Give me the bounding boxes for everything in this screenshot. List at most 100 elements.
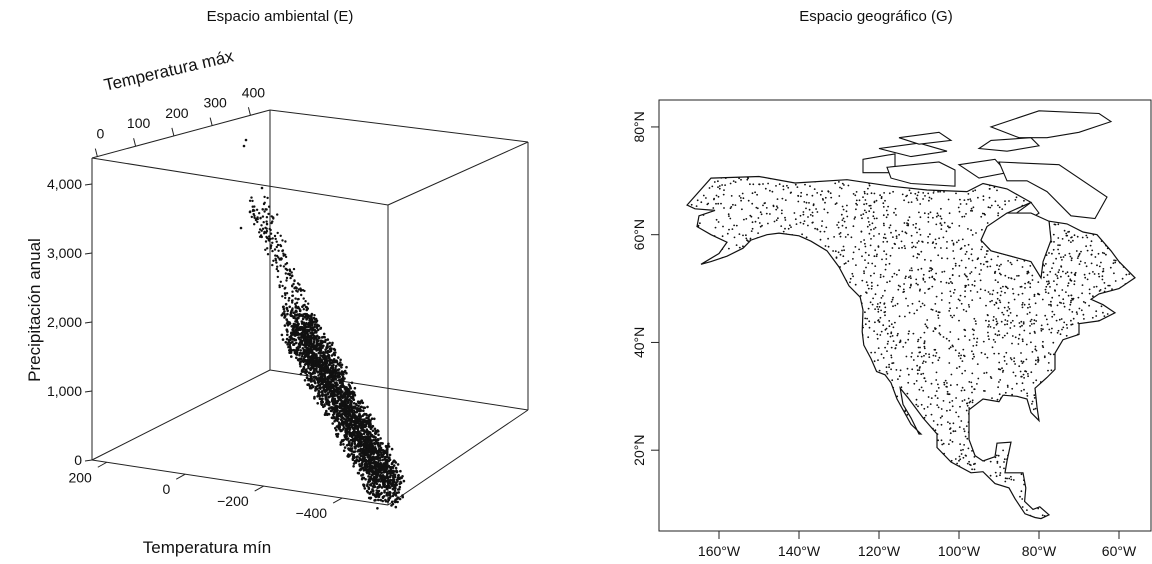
data-point — [721, 235, 724, 238]
data-point — [1040, 454, 1043, 456]
data-point — [762, 326, 764, 329]
data-point — [378, 456, 382, 460]
data-point — [331, 384, 334, 387]
data-point — [1054, 149, 1056, 151]
data-point — [305, 373, 309, 377]
data-point — [299, 326, 302, 329]
data-point — [305, 376, 309, 380]
data-point — [812, 138, 814, 140]
data-point — [822, 416, 824, 419]
data-point — [943, 473, 946, 476]
data-point — [1044, 436, 1047, 439]
data-point — [274, 254, 277, 257]
data-point — [353, 450, 357, 453]
data-point — [935, 507, 937, 510]
data-point — [1121, 277, 1124, 280]
data-point — [940, 207, 942, 210]
data-point — [742, 306, 744, 309]
data-point — [329, 372, 332, 376]
data-point — [696, 273, 699, 276]
data-point — [335, 404, 339, 408]
data-point — [242, 144, 246, 148]
data-point — [1061, 328, 1063, 331]
data-point — [1097, 526, 1099, 528]
data-point — [706, 412, 709, 415]
data-point — [1064, 484, 1067, 487]
data-point — [1015, 525, 1017, 527]
data-point — [884, 386, 887, 389]
data-point — [786, 138, 788, 140]
data-point — [803, 173, 805, 175]
data-point — [820, 519, 822, 521]
data-point — [755, 488, 757, 490]
data-point — [893, 402, 896, 405]
data-point — [865, 434, 868, 437]
data-point — [345, 444, 349, 447]
data-point — [378, 459, 382, 462]
data-point — [808, 144, 810, 146]
data-point — [294, 306, 297, 309]
data-point — [942, 497, 945, 499]
data-point — [940, 466, 943, 468]
data-point — [952, 422, 955, 425]
data-point — [378, 485, 382, 488]
data-point — [977, 377, 980, 380]
data-point — [248, 199, 252, 202]
data-point — [969, 198, 972, 201]
data-point — [846, 140, 848, 142]
data-point — [1047, 475, 1049, 477]
data-point — [721, 184, 723, 186]
data-point — [1099, 171, 1101, 173]
data-point — [340, 415, 344, 418]
data-point — [969, 473, 972, 476]
data-point — [809, 130, 811, 132]
data-point — [354, 460, 358, 464]
data-point — [959, 203, 962, 205]
data-point — [725, 129, 727, 131]
data-point — [325, 409, 328, 413]
data-point — [680, 415, 682, 417]
data-point — [862, 466, 864, 469]
data-point — [868, 224, 871, 226]
data-point — [355, 410, 359, 414]
data-point — [906, 367, 909, 370]
data-point — [817, 386, 819, 389]
data-point — [972, 333, 975, 336]
data-point — [392, 473, 396, 476]
data-point — [1050, 463, 1053, 465]
data-point — [740, 465, 742, 467]
data-point — [329, 375, 332, 379]
z-tick-label: 4,000 — [47, 176, 82, 192]
data-point — [276, 269, 280, 273]
data-point — [277, 256, 280, 259]
data-point — [886, 372, 889, 375]
data-point — [1113, 205, 1115, 208]
data-point — [1059, 244, 1061, 247]
data-point — [1064, 437, 1067, 439]
data-point — [1023, 377, 1025, 379]
data-point — [993, 183, 996, 186]
data-point — [867, 492, 869, 495]
data-point — [867, 262, 870, 264]
data-point — [1097, 375, 1100, 378]
data-point — [717, 384, 719, 386]
data-point — [347, 399, 350, 403]
data-point — [975, 152, 977, 154]
data-point — [683, 501, 685, 503]
data-point — [322, 340, 326, 343]
data-point — [864, 522, 866, 524]
data-point — [359, 454, 363, 458]
data-point — [379, 446, 383, 450]
data-point — [884, 461, 887, 464]
data-point — [265, 216, 269, 219]
data-point — [794, 428, 796, 431]
data-point — [776, 521, 778, 523]
data-point — [316, 344, 320, 347]
data-point — [844, 262, 847, 264]
data-point — [688, 529, 690, 531]
data-point — [967, 447, 970, 450]
data-point — [369, 413, 372, 417]
data-point — [327, 363, 331, 367]
data-point — [685, 279, 687, 281]
data-point — [820, 272, 822, 274]
